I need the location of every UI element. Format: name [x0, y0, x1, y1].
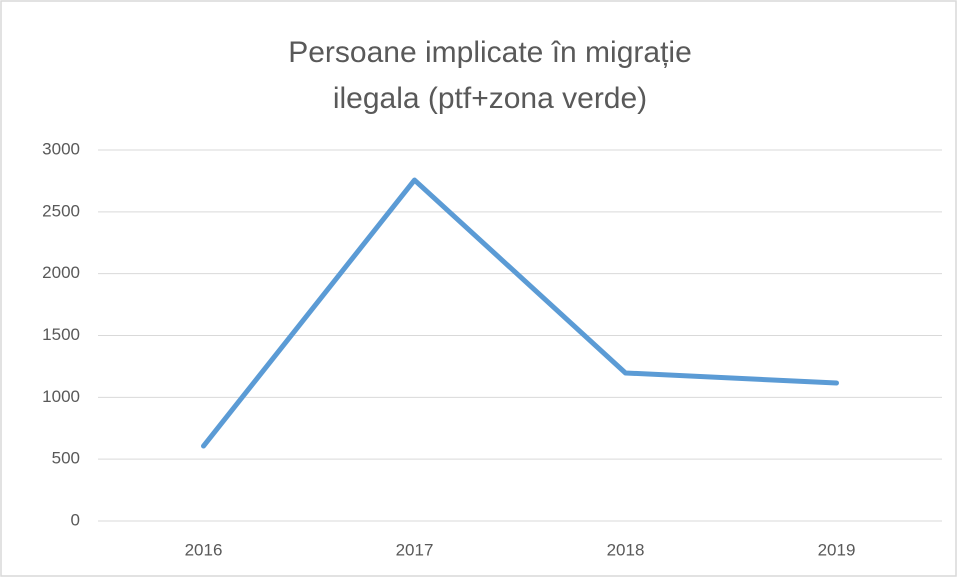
y-tick-label: 500	[52, 449, 80, 468]
chart-title: Persoane implicate în migrație ilegala (…	[288, 36, 692, 115]
y-tick-label: 2500	[42, 201, 80, 220]
y-tick-label: 1000	[42, 387, 80, 406]
x-tick-label: 2019	[818, 540, 856, 559]
y-tick-label: 3000	[42, 139, 80, 158]
y-tick-label: 1500	[42, 325, 80, 344]
x-tick-label: 2017	[396, 540, 434, 559]
y-tick-label: 2000	[42, 263, 80, 282]
line-series	[201, 177, 839, 449]
y-tick-label: 0	[71, 510, 80, 529]
x-tick-label: 2018	[607, 540, 645, 559]
x-tick-label: 2016	[185, 540, 223, 559]
